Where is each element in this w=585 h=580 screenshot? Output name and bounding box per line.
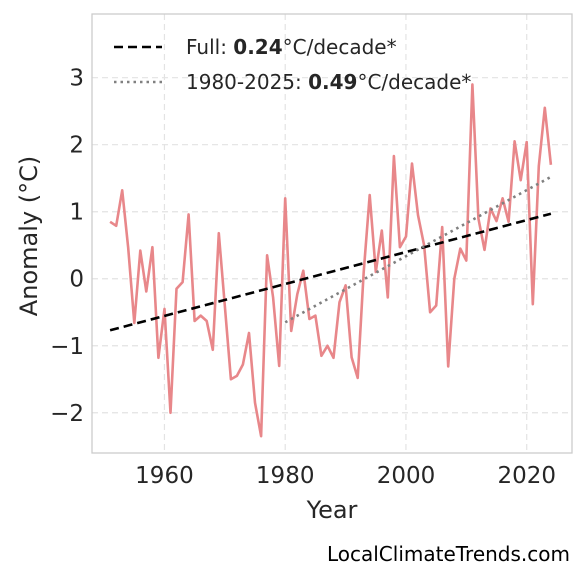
tick-labels: 1960 1980 2000 2020 −2 −1 0 1 2 3 [50, 66, 556, 489]
full-trend-line [109, 212, 552, 332]
x-axis-label: Year [306, 496, 358, 524]
anomaly-series-line [109, 83, 553, 438]
plot-frame [91, 13, 573, 454]
data-lines [109, 83, 553, 438]
x-tick-label: 2000 [377, 463, 436, 489]
y-tick-label: −1 [50, 334, 84, 360]
x-tick-label: 1960 [135, 463, 194, 489]
y-tick-label: 2 [69, 133, 84, 159]
y-axis-label: Anomaly (°C) [15, 156, 43, 316]
grid [92, 14, 572, 453]
site-credit: LocalClimateTrends.com [327, 542, 570, 566]
y-tick-label: 1 [69, 200, 84, 226]
y-tick-label: 0 [69, 267, 84, 293]
legend-full-text: Full: 0.24°C/decade* [186, 35, 397, 59]
legend: Full: 0.24°C/decade* 1980-2025: 0.49°C/d… [114, 35, 471, 94]
x-tick-label: 2020 [497, 463, 556, 489]
legend-recent-text: 1980-2025: 0.49°C/decade* [186, 70, 471, 94]
legend-full-rate: 0.24 [233, 35, 282, 59]
x-tick-label: 1980 [256, 463, 315, 489]
legend-recent-unit: °C/decade* [357, 70, 471, 94]
legend-recent-prefix: 1980-2025: [186, 70, 308, 94]
recent-trend-line [284, 175, 552, 324]
y-tick-label: −2 [50, 401, 84, 427]
legend-recent-rate: 0.49 [308, 70, 357, 94]
legend-full-unit: °C/decade* [283, 35, 397, 59]
y-tick-label: 3 [69, 66, 84, 92]
legend-full-prefix: Full: [186, 35, 233, 59]
